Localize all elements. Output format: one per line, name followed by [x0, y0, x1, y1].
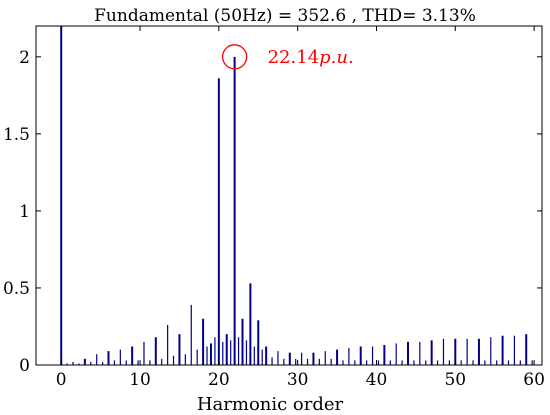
- x-tick-label: 40: [366, 370, 388, 390]
- y-tick-label: 2: [19, 48, 30, 68]
- x-tick-label: 20: [208, 370, 230, 390]
- y-tick-label: 0: [19, 356, 30, 376]
- x-axis-label: Harmonic order: [197, 394, 344, 415]
- plot-frame: [35, 25, 543, 366]
- x-tick-label: 50: [444, 370, 466, 390]
- peak-marker-circle: [221, 44, 248, 70]
- x-tick-label: 30: [287, 370, 309, 390]
- y-tick-label: 1: [19, 202, 30, 222]
- x-tick-label: 60: [523, 370, 545, 390]
- peak-annotation-group: 22.14p.u.: [221, 44, 354, 70]
- peak-annotation-unit: p.u.: [319, 47, 354, 68]
- chart-title: Fundamental (50Hz) = 352.6 , THD= 3.13%: [94, 6, 476, 26]
- peak-annotation-label: 22.14p.u.: [268, 47, 354, 68]
- axis-ticks-group: 0 10 20 30 40 50 60 0 0.5 1 1.5 2: [3, 26, 545, 390]
- peak-annotation-value: 22.14: [268, 47, 320, 68]
- y-tick-label: 1.5: [3, 125, 30, 145]
- x-tick-label: 0: [56, 370, 67, 390]
- bars-group: [60, 26, 533, 365]
- x-tick-label: 10: [129, 370, 151, 390]
- y-tick-label: 0.5: [3, 279, 30, 299]
